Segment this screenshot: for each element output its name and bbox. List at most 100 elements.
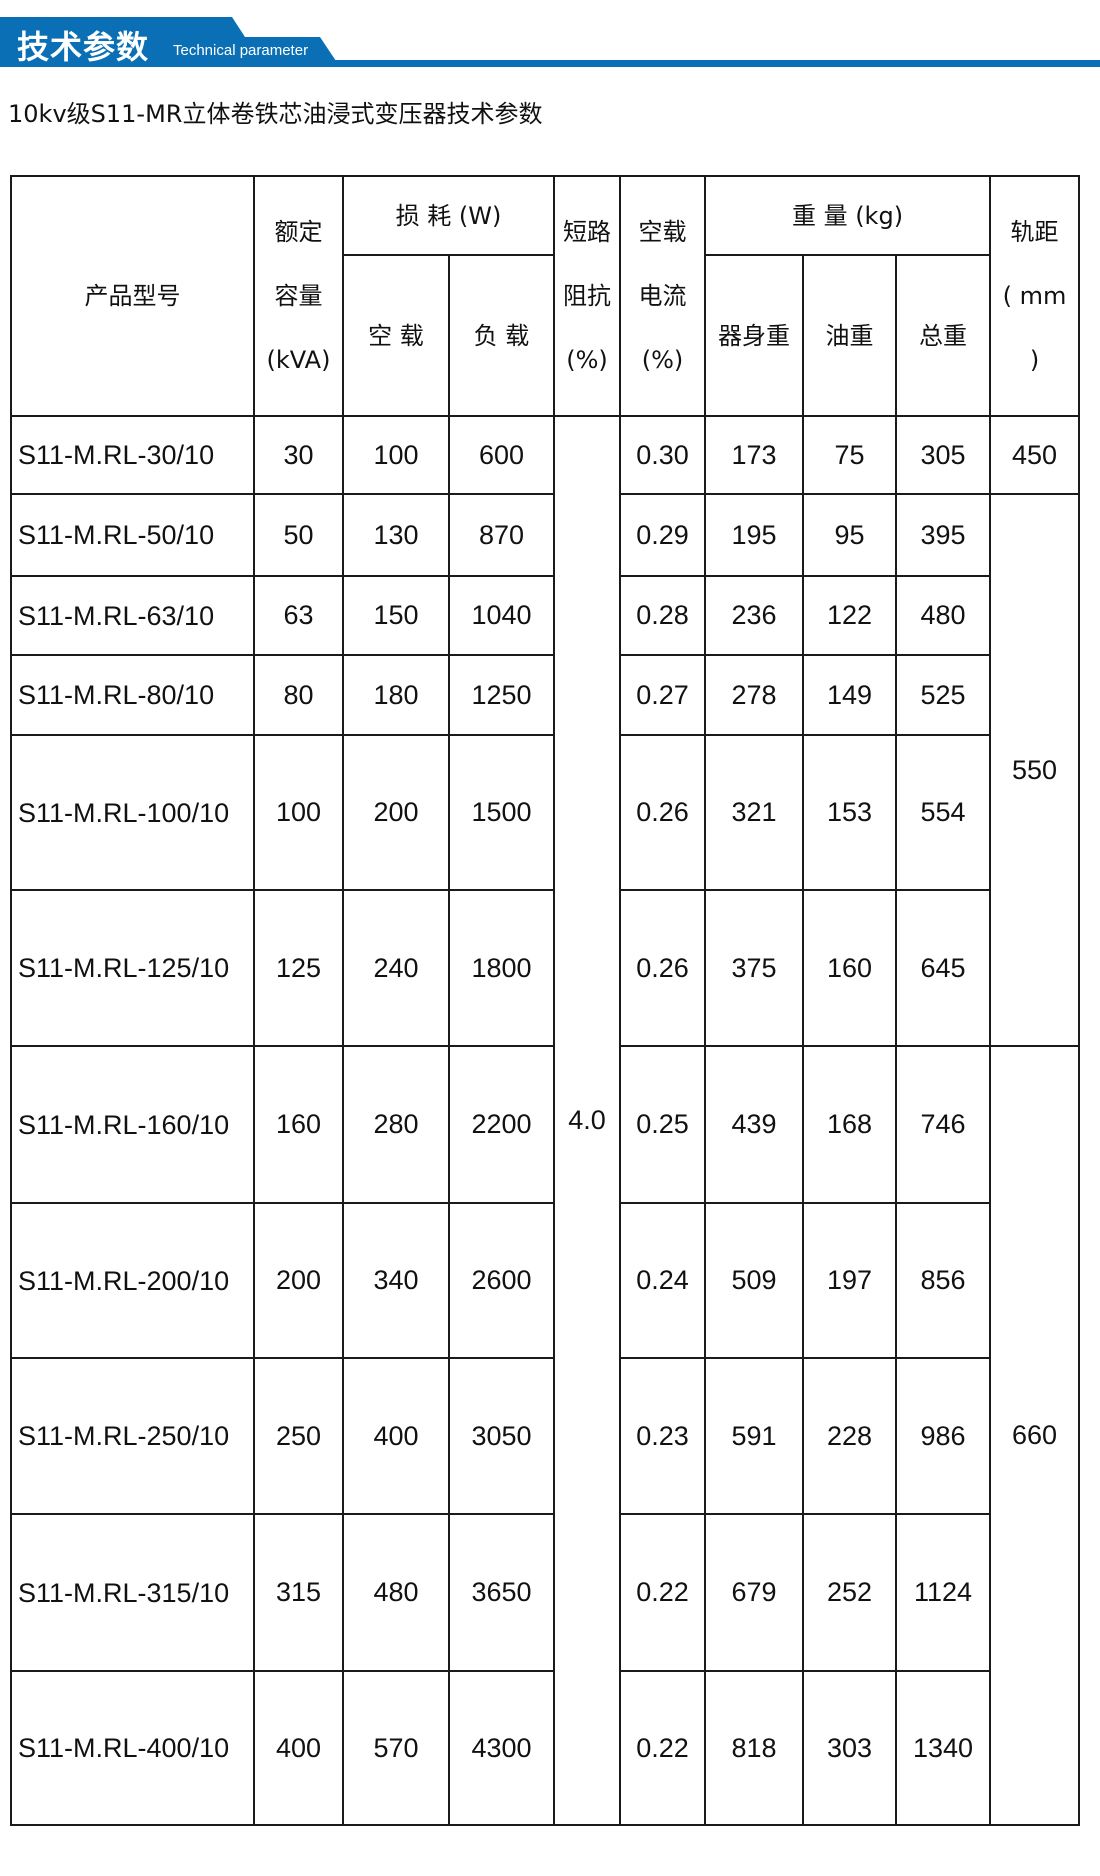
noload-current-cell: 0.27: [619, 654, 706, 736]
section-divider: [0, 60, 1100, 67]
body-weight-cell: 818: [704, 1670, 804, 1826]
model-cell: S11-M.RL-200/10: [10, 1202, 255, 1359]
noload-loss-cell: 240: [342, 889, 450, 1047]
noload-loss-cell: 200: [342, 734, 450, 891]
section-subtitle: Technical parameter: [173, 42, 309, 59]
oil-weight-cell: 122: [802, 575, 897, 656]
capacity-cell: 315: [253, 1513, 344, 1672]
model-cell: S11-M.RL-160/10: [10, 1045, 255, 1204]
header-noload-current: 空载 电流 (%): [619, 175, 706, 417]
header-loss: 损 耗 (W): [342, 175, 555, 256]
table-row: S11-M.RL-250/10 250 400 3050 0.23 591 228 986: [10, 1357, 1079, 1515]
table-row: S11-M.RL-400/10 400 570 4300 0.22 818 303 1340: [10, 1670, 1079, 1826]
oil-weight-cell: 197: [802, 1202, 897, 1359]
document-title: 10kv级S11-MR立体卷铁芯油浸式变压器技术参数: [8, 100, 543, 128]
model-cell: S11-M.RL-30/10: [10, 415, 255, 495]
header-oil-weight: 油重: [802, 254, 897, 417]
load-loss-cell: 1800: [448, 889, 555, 1047]
noload-current-cell: 0.26: [619, 889, 706, 1047]
noload-loss-cell: 400: [342, 1357, 450, 1515]
model-cell: S11-M.RL-125/10: [10, 889, 255, 1047]
total-weight-cell: 1340: [894, 1670, 992, 1826]
total-weight-cell: 305: [894, 415, 992, 495]
load-loss-cell: 1040: [448, 575, 555, 656]
capacity-cell: 50: [253, 493, 344, 577]
table-row: S11-M.RL-200/10 200 340 2600 0.24 509 197 856: [10, 1202, 1079, 1359]
noload-loss-cell: 100: [342, 415, 450, 495]
noload-loss-cell: 340: [342, 1202, 450, 1359]
rail-gauge-cell: 660: [989, 1045, 1081, 1826]
body-weight-cell: 321: [704, 734, 804, 891]
noload-current-cell: 0.29: [619, 493, 706, 577]
table-row: S11-M.RL-80/10 80 180 1250 0.27 278 149 525: [10, 654, 1079, 736]
capacity-cell: 125: [253, 889, 344, 1047]
total-weight-cell: 746: [894, 1045, 992, 1204]
capacity-cell: 63: [253, 575, 344, 656]
total-weight-cell: 1124: [894, 1513, 992, 1672]
total-weight-cell: 856: [894, 1202, 992, 1359]
body-weight-cell: 278: [704, 654, 804, 736]
capacity-cell: 30: [253, 415, 344, 495]
capacity-cell: 160: [253, 1045, 344, 1204]
table-row: S11-M.RL-160/10 160 280 2200 0.25 439 168 746 66…: [10, 1045, 1081, 1826]
oil-weight-cell: 149: [802, 654, 897, 736]
table-row: S11-M.RL-315/10 315 480 3650 0.22 679 252 1124: [10, 1513, 1079, 1672]
header-body-weight: 器身重: [704, 254, 804, 417]
body-weight-cell: 591: [704, 1357, 804, 1515]
total-weight-cell: 986: [894, 1357, 992, 1515]
load-loss-cell: 3650: [448, 1513, 555, 1672]
rail-gauge-cell: 550: [989, 493, 1081, 1047]
model-cell: S11-M.RL-100/10: [10, 734, 255, 891]
header-load-loss: 负 载: [448, 254, 555, 417]
oil-weight-cell: 160: [802, 889, 897, 1047]
load-loss-cell: 3050: [448, 1357, 555, 1515]
model-cell: S11-M.RL-400/10: [10, 1670, 255, 1826]
body-weight-cell: 195: [704, 493, 804, 577]
total-weight-cell: 554: [894, 734, 992, 891]
body-weight-cell: 173: [704, 415, 804, 495]
load-loss-cell: 600: [448, 415, 555, 495]
load-loss-cell: 2600: [448, 1202, 555, 1359]
load-loss-cell: 4300: [448, 1670, 555, 1826]
spec-table: 产品型号 额定 容量 (kVA) 损 耗 (W) 短路 阻抗 (%) 空载 电流 (%) 重…: [10, 175, 1081, 1826]
noload-loss-cell: 180: [342, 654, 450, 736]
table-row: S11-M.RL-30/10 30 100 600 4.0 0.30 173 75 305 450: [10, 415, 1081, 1826]
table-row: S11-M.RL-50/10 50 130 870 0.29 195 95 395 550: [10, 493, 1081, 1047]
load-loss-cell: 1500: [448, 734, 555, 891]
body-weight-cell: 439: [704, 1045, 804, 1204]
body-weight-cell: 236: [704, 575, 804, 656]
section-title: 技术参数: [17, 28, 150, 66]
total-weight-cell: 395: [894, 493, 992, 577]
capacity-cell: 80: [253, 654, 344, 736]
noload-current-cell: 0.22: [619, 1670, 706, 1826]
model-cell: S11-M.RL-50/10: [10, 493, 255, 577]
oil-weight-cell: 95: [802, 493, 897, 577]
oil-weight-cell: 303: [802, 1670, 897, 1826]
table-row: S11-M.RL-100/10 100 200 1500 0.26 321 153 554: [10, 734, 1079, 891]
capacity-cell: 100: [253, 734, 344, 891]
body-weight-cell: 509: [704, 1202, 804, 1359]
model-cell: S11-M.RL-80/10: [10, 654, 255, 736]
load-loss-cell: 2200: [448, 1045, 555, 1204]
noload-loss-cell: 570: [342, 1670, 450, 1826]
noload-current-cell: 0.26: [619, 734, 706, 891]
noload-current-cell: 0.28: [619, 575, 706, 656]
body-weight-cell: 679: [704, 1513, 804, 1672]
header-rail: 轨距( mm): [989, 175, 1081, 417]
total-weight-cell: 645: [894, 889, 992, 1047]
model-cell: S11-M.RL-250/10: [10, 1357, 255, 1515]
noload-current-cell: 0.30: [619, 415, 706, 495]
noload-current-cell: 0.23: [619, 1357, 706, 1515]
noload-current-cell: 0.25: [619, 1045, 706, 1204]
table-row: S11-M.RL-125/10 125 240 1800 0.26 375 160 645: [10, 889, 1079, 1047]
noload-loss-cell: 480: [342, 1513, 450, 1672]
oil-weight-cell: 153: [802, 734, 897, 891]
model-cell: S11-M.RL-315/10: [10, 1513, 255, 1672]
noload-loss-cell: 280: [342, 1045, 450, 1204]
oil-weight-cell: 228: [802, 1357, 897, 1515]
noload-current-cell: 0.24: [619, 1202, 706, 1359]
body-weight-cell: 375: [704, 889, 804, 1047]
capacity-cell: 400: [253, 1670, 344, 1826]
header-model: 产品型号: [10, 175, 255, 417]
total-weight-cell: 525: [894, 654, 992, 736]
